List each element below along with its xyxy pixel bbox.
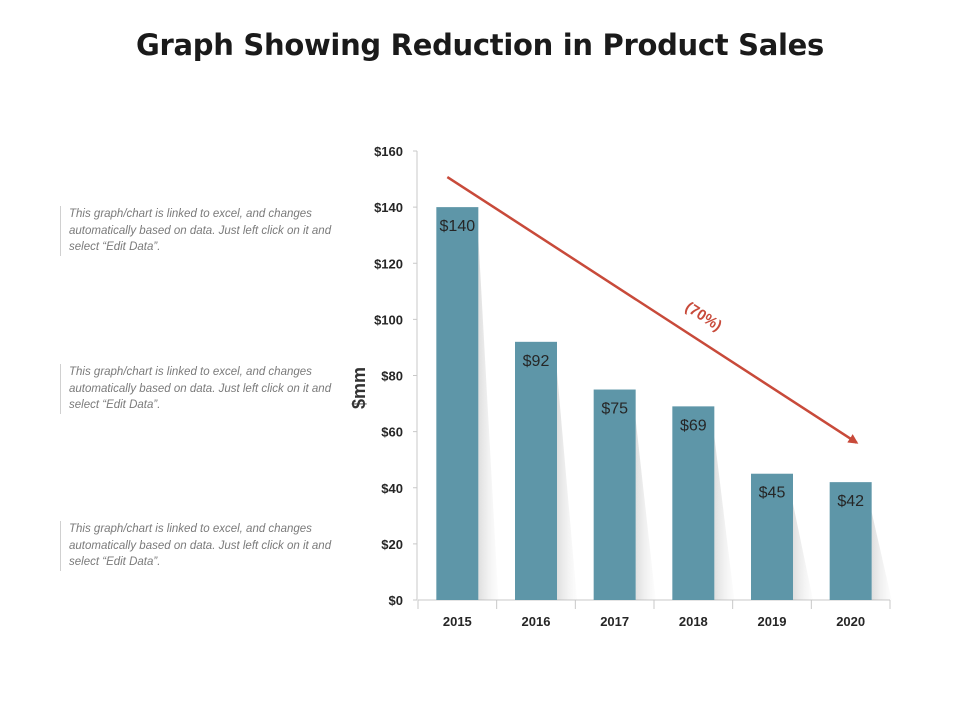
y-tick-label: $60	[381, 425, 403, 440]
x-tick-label: 2016	[522, 614, 551, 629]
bar	[829, 482, 872, 600]
trend-annotation: (70%)	[682, 299, 725, 335]
x-tick-label: 2019	[758, 614, 787, 629]
bar	[751, 473, 793, 600]
chart-title: Graph Showing Reduction in Product Sales	[136, 28, 824, 62]
bar	[593, 389, 636, 600]
bar-shadow	[635, 419, 656, 600]
bar-shadow	[714, 436, 735, 600]
x-tick-label: 2018	[679, 614, 708, 629]
y-tick-label: $80	[381, 369, 403, 384]
data-label: $69	[680, 417, 707, 434]
bar-shadow	[478, 237, 499, 600]
y-tick-label: $40	[381, 481, 403, 496]
trend-arrow	[446, 175, 859, 444]
x-tick-label: 2020	[836, 614, 865, 629]
bar-shadow	[557, 371, 577, 600]
y-tick-label: $120	[374, 256, 403, 271]
y-tick-label: $160	[374, 144, 403, 159]
y-tick-label: $20	[381, 537, 403, 552]
data-label: $45	[759, 485, 786, 502]
y-tick-label: $100	[374, 312, 403, 327]
data-label: $140	[440, 218, 476, 235]
bar	[515, 341, 557, 600]
bar-shadow	[793, 503, 813, 600]
bar	[672, 406, 715, 600]
data-label: $92	[523, 353, 550, 370]
data-label: $42	[837, 493, 864, 510]
note-text: This graph/chart is linked to excel, and…	[60, 521, 339, 571]
note-text: This graph/chart is linked to excel, and…	[60, 364, 339, 414]
y-tick-label: $0	[389, 593, 403, 608]
data-label: $75	[601, 401, 628, 418]
bar-shadow	[871, 512, 892, 600]
y-axis-label: $mm	[349, 367, 369, 409]
x-tick-label: 2017	[600, 614, 629, 629]
note-text: This graph/chart is linked to excel, and…	[60, 206, 339, 256]
y-tick-label: $140	[374, 200, 403, 215]
x-tick-label: 2015	[443, 614, 472, 629]
bar	[436, 207, 479, 600]
